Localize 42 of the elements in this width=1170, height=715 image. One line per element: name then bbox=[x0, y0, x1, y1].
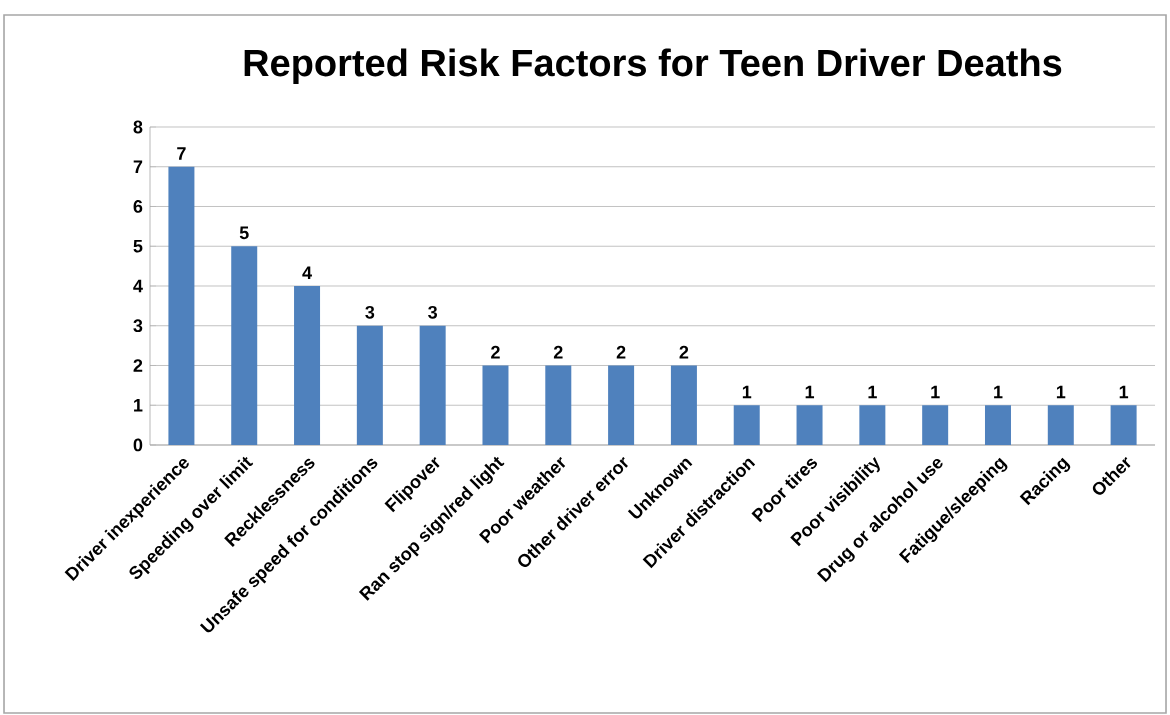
bar bbox=[482, 365, 509, 445]
data-label: 4 bbox=[302, 266, 312, 279]
data-label: 7 bbox=[177, 147, 186, 160]
y-tick-label: 0 bbox=[133, 438, 143, 452]
bar bbox=[168, 166, 195, 445]
bar bbox=[796, 405, 823, 445]
data-label: 3 bbox=[428, 305, 438, 319]
y-tick-label: 1 bbox=[134, 399, 143, 412]
bar bbox=[1110, 405, 1137, 445]
y-tick-label: 8 bbox=[133, 120, 143, 134]
bar bbox=[984, 405, 1011, 445]
data-label: 2 bbox=[679, 345, 689, 359]
y-tick-label: 3 bbox=[133, 319, 143, 333]
data-label: 1 bbox=[1119, 385, 1129, 399]
bar bbox=[922, 405, 949, 445]
bar bbox=[294, 285, 321, 445]
data-label: 1 bbox=[742, 385, 752, 399]
data-label: 1 bbox=[868, 385, 877, 399]
y-tick-label: 6 bbox=[133, 200, 143, 213]
bar bbox=[231, 246, 258, 445]
y-tick-label: 7 bbox=[133, 160, 143, 173]
data-label: 2 bbox=[553, 345, 563, 359]
bar bbox=[1047, 405, 1074, 445]
data-label: 5 bbox=[239, 226, 249, 240]
bar bbox=[545, 365, 572, 445]
bar bbox=[419, 325, 446, 445]
data-label: 3 bbox=[365, 305, 375, 319]
y-tick-label: 4 bbox=[133, 279, 143, 293]
bar bbox=[356, 325, 383, 445]
y-tick-label: 5 bbox=[133, 239, 143, 253]
data-label: 1 bbox=[1056, 385, 1066, 399]
data-label: 2 bbox=[491, 345, 500, 359]
chart-title: Reported Risk Factors for Teen Driver Deaths bbox=[244, 48, 1062, 84]
data-label: 1 bbox=[994, 385, 1003, 399]
bar bbox=[859, 405, 886, 445]
y-tick-label: 2 bbox=[133, 359, 143, 372]
data-label: 1 bbox=[931, 385, 940, 399]
data-label: 1 bbox=[805, 385, 815, 399]
bar bbox=[670, 365, 697, 445]
data-label: 2 bbox=[616, 345, 626, 359]
bar bbox=[733, 405, 760, 445]
bar bbox=[608, 365, 635, 445]
